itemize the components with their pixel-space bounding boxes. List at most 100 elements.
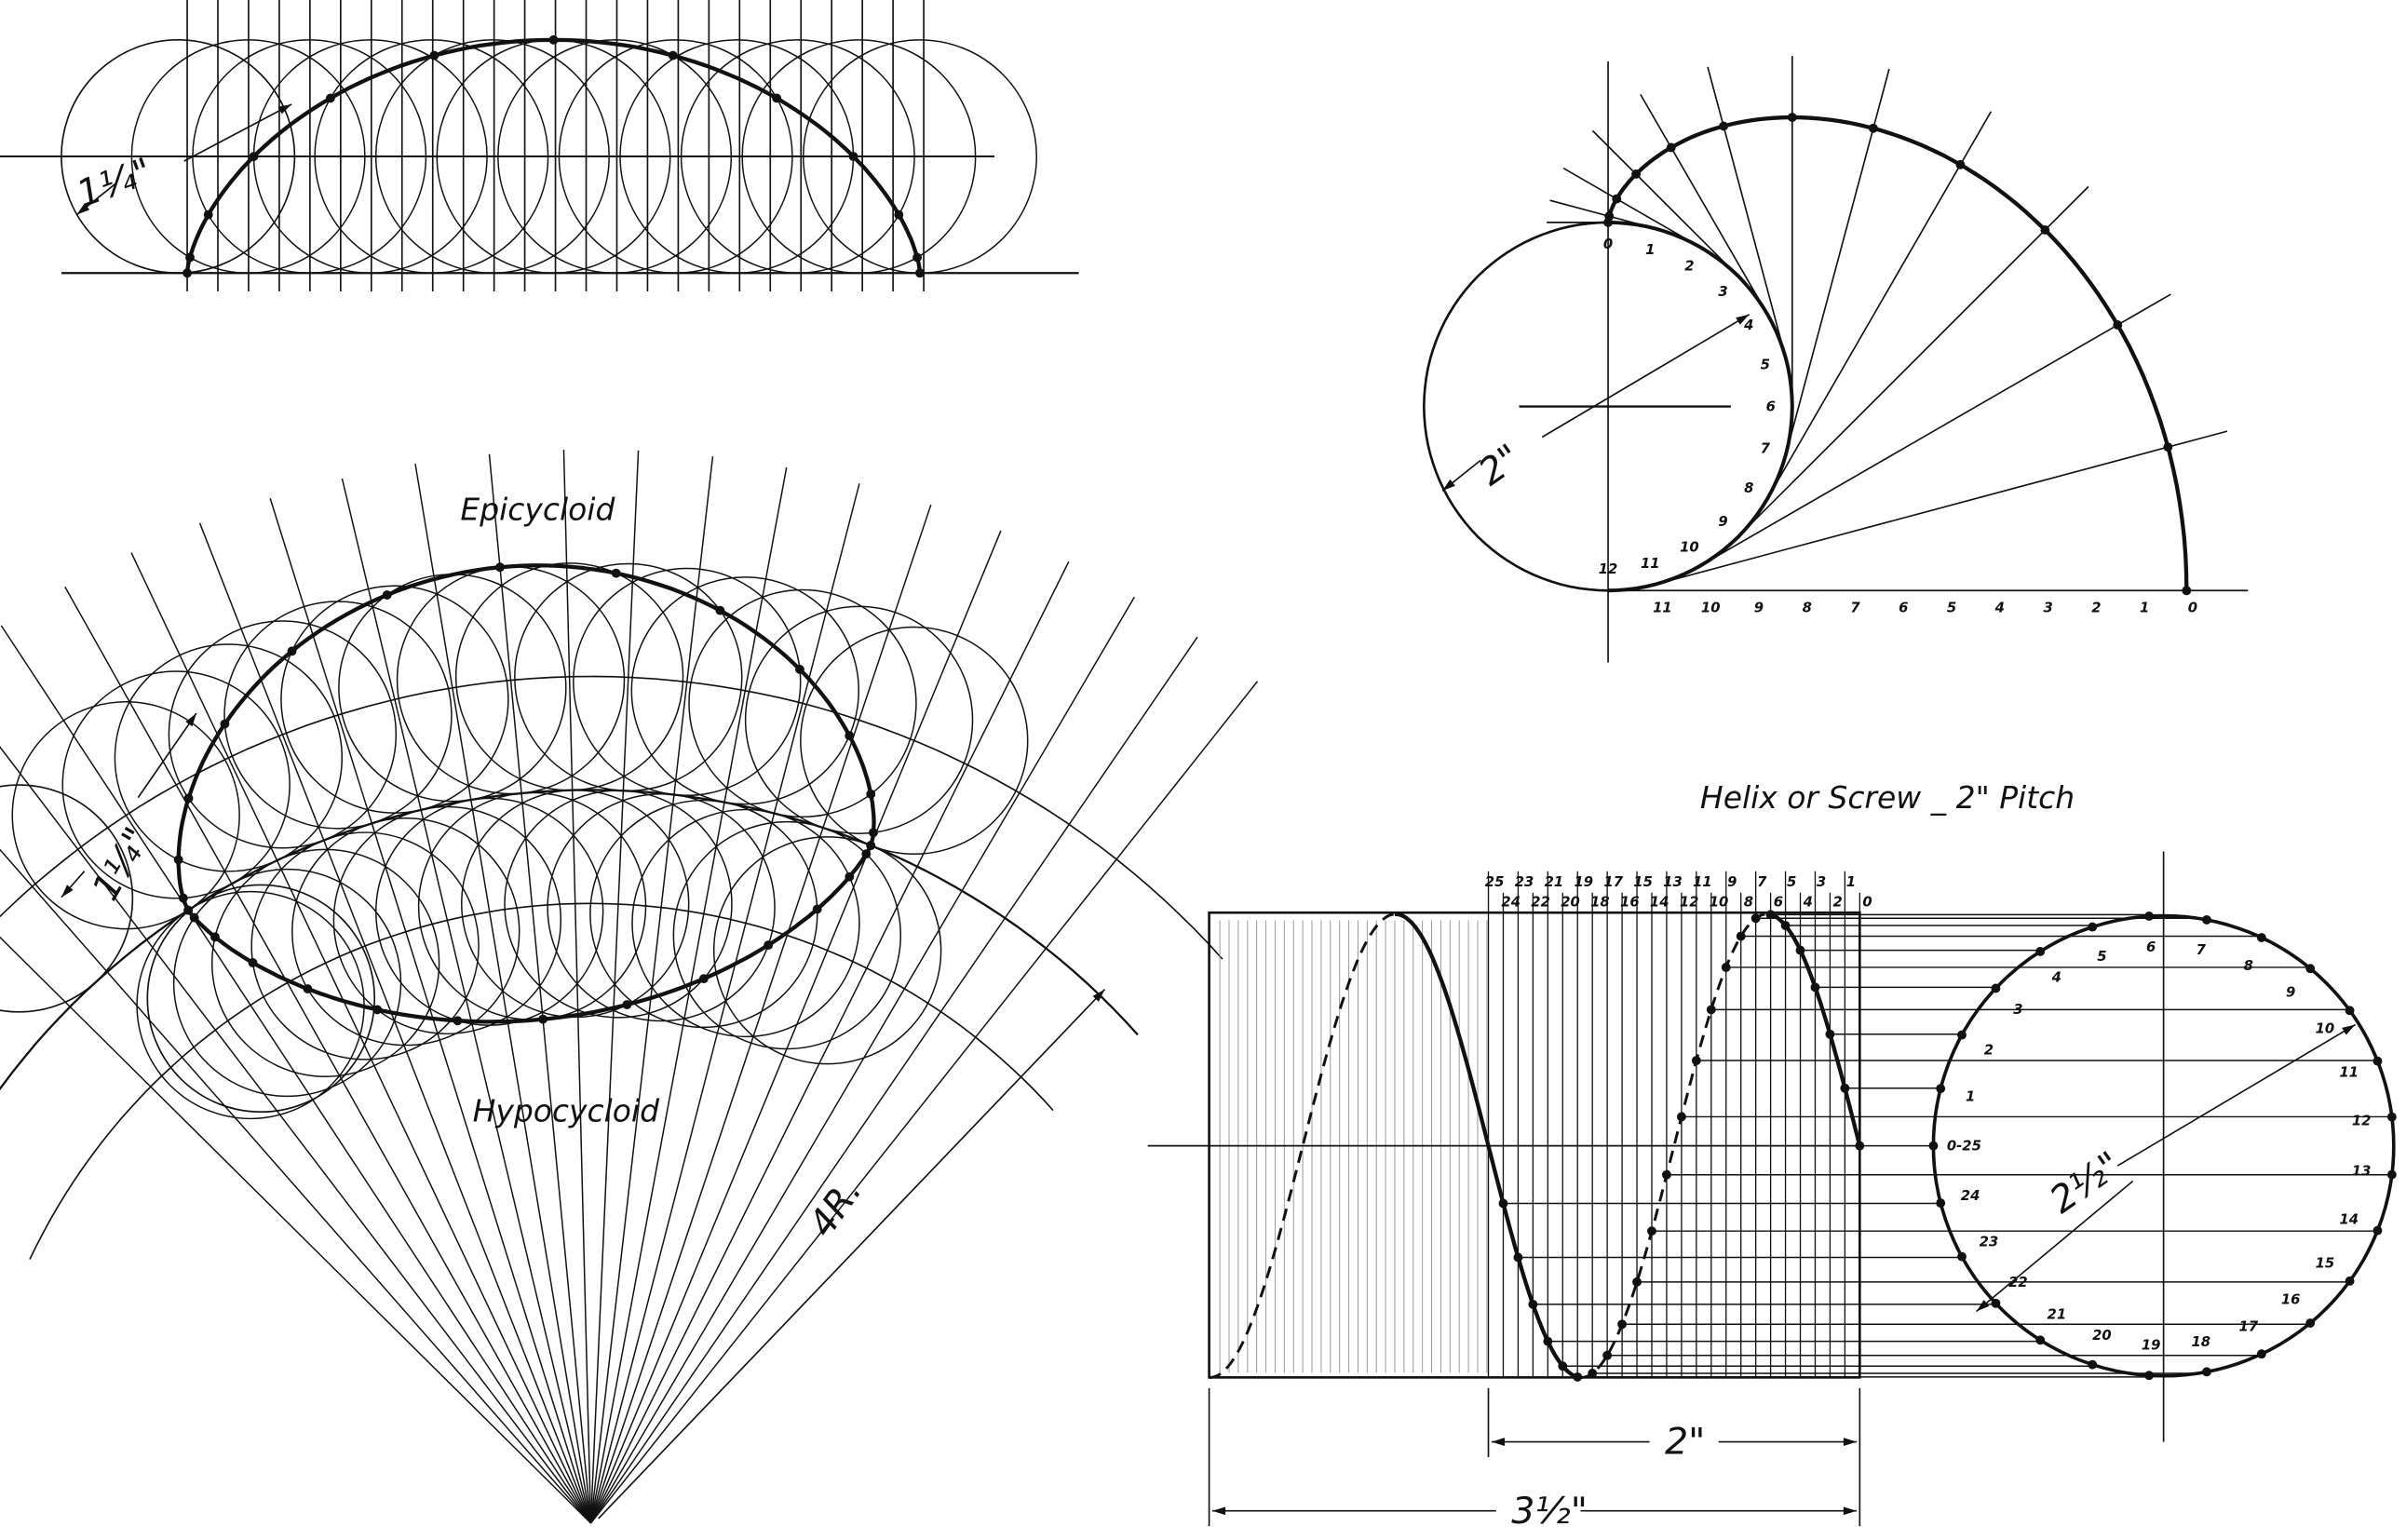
circle-division-label: 2 xyxy=(1984,1042,1994,1058)
circle-division-label: 18 xyxy=(2191,1334,2210,1350)
tangent-line xyxy=(1737,185,2089,537)
epicycloid-point xyxy=(795,664,804,674)
rolling-circle xyxy=(114,643,344,872)
rolling-circle xyxy=(741,39,977,274)
hypocycloid-point xyxy=(845,871,855,882)
epicycloid-point xyxy=(869,828,878,838)
epicycloid-point xyxy=(220,719,230,729)
involute-curve xyxy=(1605,115,2189,591)
rolling-circle xyxy=(558,39,793,274)
circle-division-label: 12 xyxy=(2352,1114,2372,1129)
cycloid-point xyxy=(848,152,858,161)
top-division-label-odd: 19 xyxy=(1575,874,1594,890)
hypocycloid-point xyxy=(622,1000,632,1009)
helix-curve-visible xyxy=(1765,912,1862,1147)
top-division-label-odd: 25 xyxy=(1485,874,1505,890)
circle-division-label: 15 xyxy=(2316,1255,2335,1271)
tangent-division-label: 9 xyxy=(1754,600,1764,615)
diameter-arrow xyxy=(2116,1023,2357,1167)
hypocycloid-point xyxy=(303,984,313,993)
pitch-dimension-label: 2" xyxy=(1665,1421,1705,1464)
helix-curve-visible xyxy=(1394,912,1581,1380)
arrowhead-icon xyxy=(1092,989,1105,1002)
involute-dimension-label: 2" xyxy=(1471,436,1529,494)
circle-division-label: 16 xyxy=(2281,1292,2301,1308)
hypocycloid-point xyxy=(861,849,872,859)
rolling-circle xyxy=(291,817,520,1047)
cycloid-dimension-label: 1¼" xyxy=(72,150,157,216)
radial-line xyxy=(589,530,1002,1524)
rolling-circle xyxy=(688,588,917,818)
top-division-label-even: 14 xyxy=(1650,895,1669,911)
rolling-circle xyxy=(374,39,610,274)
radius-dimension-arrow xyxy=(137,712,197,799)
arrowhead-icon xyxy=(1843,1506,1858,1516)
circle-division-label: 7 xyxy=(2196,942,2207,958)
radial-line xyxy=(414,464,592,1523)
top-division-label-even: 2 xyxy=(1833,895,1843,911)
tangent-line xyxy=(1562,167,1701,249)
circle-division-label: 23 xyxy=(1980,1235,1999,1250)
helix-title: Helix or Screw _ 2" Pitch xyxy=(1700,779,2075,816)
hypocycloid-point xyxy=(764,940,774,951)
epicycloid-point xyxy=(845,731,855,741)
radial-line xyxy=(0,936,591,1524)
epicycloid-point xyxy=(495,562,505,573)
radial-line xyxy=(64,586,592,1524)
radial-line xyxy=(0,746,592,1524)
tangent-division-label: 1 xyxy=(2140,600,2149,615)
tangent-line xyxy=(1766,111,1993,499)
circle-division-label: 4 xyxy=(1743,317,1753,333)
hypocycloid-center-path xyxy=(29,902,1054,1260)
circle-division-label: 1 xyxy=(1645,242,1655,258)
epicycloid-point xyxy=(287,646,297,656)
cycloid-point xyxy=(429,50,439,61)
directing-circle-arc xyxy=(0,789,1139,1091)
top-division-label-even: 6 xyxy=(1774,895,1783,911)
arrowhead-icon xyxy=(1976,1300,1990,1312)
tangent-line xyxy=(1656,430,2228,586)
cycloid-point xyxy=(182,268,192,278)
circle-division-label: 8 xyxy=(1744,480,1753,496)
arrowhead-icon xyxy=(277,104,292,115)
rolling-circle xyxy=(712,836,942,1065)
epicycloid-figure xyxy=(0,450,1259,1524)
base-circle xyxy=(1422,221,1609,592)
rolling-circle xyxy=(280,585,509,814)
circle-division-label: 3 xyxy=(1718,284,1727,300)
rolling-circle xyxy=(547,792,776,1022)
tangent-line xyxy=(1591,129,1739,277)
helix-point xyxy=(1632,1277,1642,1287)
tangent-division-label: 8 xyxy=(1803,600,1812,615)
top-division-label-odd: 11 xyxy=(1693,874,1712,890)
circle-division-label: 1 xyxy=(1966,1088,1975,1104)
rolling-circle xyxy=(314,39,549,274)
cycloid-point xyxy=(912,252,922,263)
radial-line xyxy=(589,483,860,1524)
hypocycloid-point xyxy=(189,912,199,923)
circle-division-label: 5 xyxy=(1761,357,1770,372)
circle-division-label: 21 xyxy=(2048,1306,2067,1322)
top-division-label-odd: 7 xyxy=(1757,874,1767,890)
rolling-circle xyxy=(250,831,480,1060)
circle-division-label: 9 xyxy=(2286,985,2295,1001)
top-division-label-even: 0 xyxy=(1862,895,1872,911)
radius-dimension-arrow xyxy=(183,103,292,162)
arrowhead-icon xyxy=(1491,1438,1505,1446)
circle-division-label: 11 xyxy=(1641,556,1660,572)
helix-point xyxy=(1706,1005,1716,1015)
tangent-line xyxy=(1699,293,2171,567)
tangent-line xyxy=(1707,66,1787,359)
radial-line xyxy=(0,625,592,1524)
rolling-circle xyxy=(672,820,902,1050)
arrowhead-icon xyxy=(1736,314,1750,325)
arrowhead-icon xyxy=(2342,1024,2356,1035)
tangent-line xyxy=(1640,93,1769,316)
epicycloid-center-path xyxy=(0,675,1223,960)
circle-division-label: 17 xyxy=(2239,1318,2259,1334)
top-division-label-even: 8 xyxy=(1744,895,1753,911)
top-division-label-even: 22 xyxy=(1531,895,1550,911)
cycloid-figure xyxy=(0,0,1079,292)
circle-division-label: 14 xyxy=(2339,1211,2359,1227)
circle-division-label: 2 xyxy=(1684,258,1694,274)
